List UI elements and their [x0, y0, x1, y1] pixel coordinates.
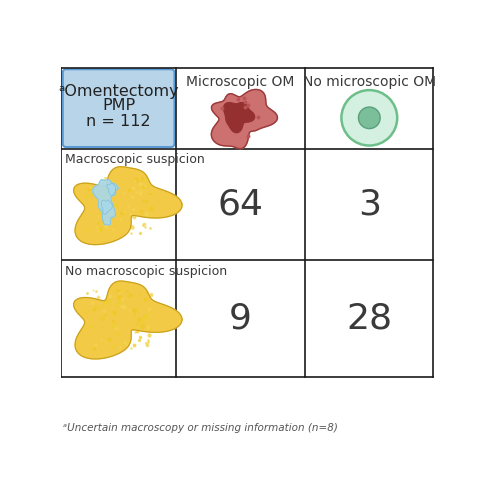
Text: ᵃOmentectomy: ᵃOmentectomy — [58, 84, 179, 98]
Polygon shape — [93, 180, 116, 214]
Polygon shape — [107, 183, 118, 196]
Text: Macroscopic suspicion: Macroscopic suspicion — [65, 153, 205, 166]
Circle shape — [359, 107, 380, 128]
Text: Microscopic OM: Microscopic OM — [187, 76, 295, 90]
Text: ᵃUncertain macroscopy or missing information (n=8): ᵃUncertain macroscopy or missing informa… — [63, 423, 338, 433]
Text: No macroscopic suspicion: No macroscopic suspicion — [65, 265, 227, 278]
Circle shape — [342, 90, 397, 146]
Polygon shape — [101, 200, 116, 225]
Text: 64: 64 — [218, 188, 264, 222]
Text: 28: 28 — [346, 302, 392, 336]
Text: No microscopic OM: No microscopic OM — [303, 76, 436, 90]
Polygon shape — [211, 90, 277, 148]
Polygon shape — [74, 166, 182, 244]
Text: n = 112: n = 112 — [86, 114, 151, 128]
Text: PMP: PMP — [102, 98, 135, 114]
FancyBboxPatch shape — [63, 69, 174, 147]
Polygon shape — [223, 102, 255, 132]
Text: 9: 9 — [229, 302, 252, 336]
Text: 3: 3 — [358, 188, 381, 222]
Polygon shape — [74, 281, 182, 359]
